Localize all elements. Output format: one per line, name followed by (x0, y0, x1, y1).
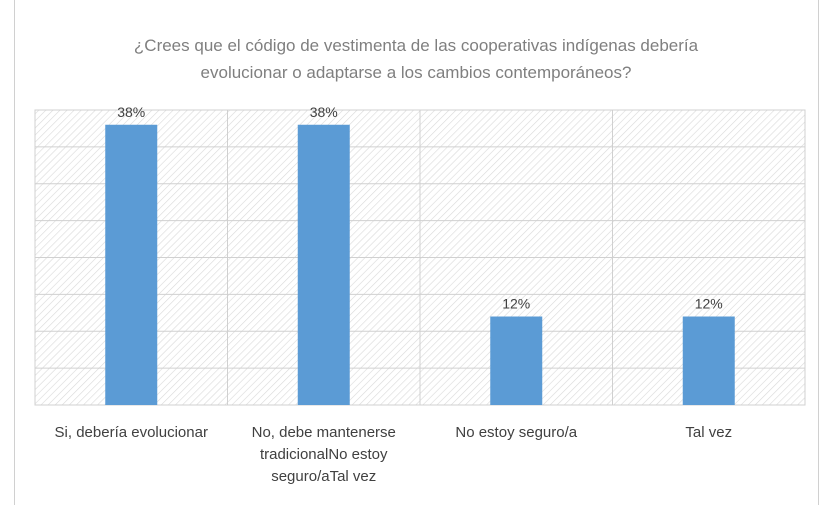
bar (297, 124, 350, 405)
chart-frame (14, 0, 819, 505)
data-label: 38% (310, 104, 338, 120)
x-tick-label: No, debe mantenerse tradicionalNo estoy … (251, 424, 396, 485)
bar (682, 316, 735, 405)
data-label: 12% (502, 296, 530, 312)
x-tick-label: Tal vez (685, 424, 733, 441)
x-tick-label: No estoy seguro/a (455, 424, 578, 441)
bar (490, 316, 543, 405)
x-tick-label: Si, debería evolucionar (54, 424, 208, 441)
bar (105, 124, 158, 405)
data-label: 38% (117, 104, 145, 120)
data-label: 12% (695, 296, 723, 312)
chart-title: ¿Crees que el código de vestimenta de la… (133, 36, 699, 82)
